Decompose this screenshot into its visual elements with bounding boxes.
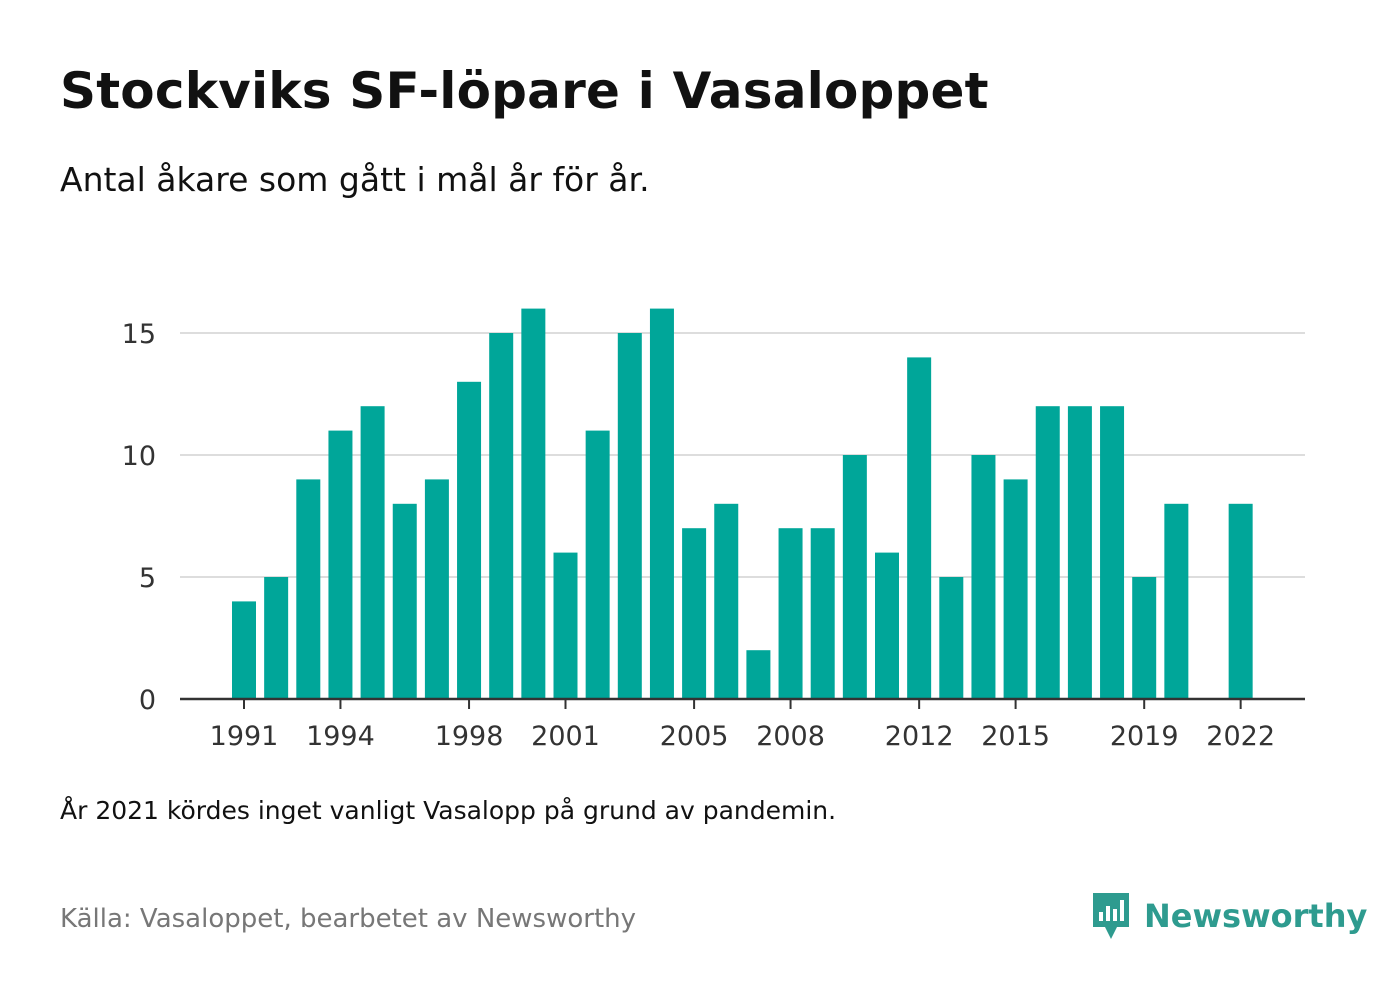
bar-2006 (714, 503, 739, 699)
bar-2011 (875, 552, 899, 699)
bar-2013 (939, 577, 964, 699)
newsworthy-logo-icon (1093, 893, 1129, 939)
x-tick-label: 2005 (660, 721, 729, 752)
brand-name: Newsworthy (1144, 897, 1368, 935)
bar-2005 (682, 528, 707, 699)
x-axis-tick-labels: 1991 1994 1998 2001 2005 2008 2012 2015 2019 2022 (210, 721, 1275, 752)
x-tick-label: 1994 (306, 721, 375, 752)
bar-2018 (1100, 406, 1125, 699)
chart-note: År 2021 kördes inget vanligt Vasalopp på… (60, 796, 837, 825)
x-tick-label: 2012 (885, 721, 954, 752)
source-text: Källa: Vasaloppet, bearbetet av Newswort… (60, 904, 636, 934)
bar-2008 (778, 528, 803, 699)
x-tick-label: 2019 (1110, 721, 1179, 752)
bar-2017 (1067, 406, 1092, 699)
bar-2014 (971, 455, 996, 699)
bar-2022 (1228, 503, 1253, 699)
bar-2020 (1164, 503, 1189, 699)
x-tick-label: 2022 (1206, 721, 1275, 752)
bar-2000 (521, 308, 546, 699)
chart-title: Stockviks SF-löpare i Vasaloppet (60, 62, 989, 120)
bar-2009 (810, 528, 835, 699)
newsworthy-brand: Newsworthy (1090, 890, 1367, 942)
bar-1994 (328, 430, 353, 699)
x-tick-label: 2001 (531, 721, 600, 752)
bar-1998 (457, 381, 482, 699)
y-tick-label: 0 (139, 685, 156, 716)
y-axis-tick-labels: 0 5 10 15 (122, 319, 156, 716)
y-tick-label: 5 (139, 563, 156, 594)
bar-2004 (649, 308, 674, 699)
bar-1997 (424, 479, 449, 699)
bars (232, 308, 1253, 699)
chart-subtitle: Antal åkare som gått i mål år för år. (60, 160, 650, 199)
bar-2016 (1035, 406, 1060, 699)
x-tick-label: 1998 (435, 721, 504, 752)
bar-1996 (392, 503, 417, 699)
x-axis (180, 697, 1305, 709)
bar-1995 (360, 406, 385, 699)
bar-2019 (1132, 577, 1157, 699)
bar-2012 (907, 357, 932, 699)
bar-2007 (746, 650, 771, 699)
y-tick-label: 15 (122, 319, 156, 350)
bar-2015 (1003, 479, 1028, 699)
bar-2003 (617, 333, 642, 699)
bar-1992 (264, 577, 289, 699)
x-tick-label: 2008 (756, 721, 825, 752)
bar-2002 (585, 430, 610, 699)
bar-1999 (489, 333, 514, 699)
y-tick-label: 10 (122, 441, 156, 472)
bar-2001 (553, 552, 578, 699)
bar-2010 (842, 455, 867, 699)
x-tick-label: 1991 (210, 721, 279, 752)
bar-1991 (232, 601, 256, 699)
bar-1993 (296, 479, 321, 699)
x-tick-label: 2015 (981, 721, 1050, 752)
